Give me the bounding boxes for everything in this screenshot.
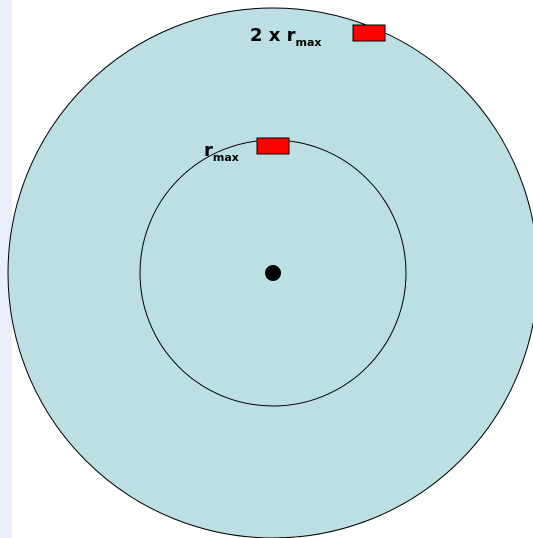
inner-radius-label: rmax [204, 140, 239, 164]
inner-marker [256, 137, 290, 155]
outer-marker [352, 24, 386, 42]
outer-radius-label-subscript: max [295, 36, 322, 49]
outer-radius-label: 2 x rmax [250, 25, 322, 49]
inner-radius-label-subscript: max [212, 151, 239, 164]
outer-radius-label-main: 2 x r [250, 25, 296, 46]
inner-radius-label-main: r [204, 140, 213, 161]
center-dot [265, 265, 281, 281]
left-margin-strip [0, 0, 12, 538]
